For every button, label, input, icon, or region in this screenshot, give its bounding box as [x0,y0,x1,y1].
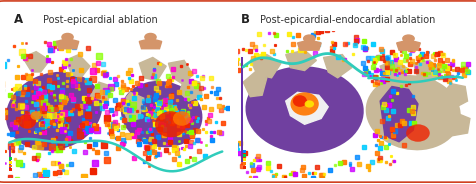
Polygon shape [379,60,407,84]
Bar [243,154,246,157]
Polygon shape [285,92,327,124]
Ellipse shape [405,124,429,142]
Ellipse shape [172,111,190,126]
Ellipse shape [18,114,36,129]
Circle shape [402,35,413,42]
Polygon shape [285,50,316,70]
Text: A: A [14,13,23,26]
Polygon shape [250,54,280,78]
Ellipse shape [30,111,42,120]
Circle shape [145,33,156,41]
Bar [9,146,11,168]
Polygon shape [23,52,50,72]
Bar [240,57,243,162]
Ellipse shape [304,100,313,108]
Circle shape [62,33,73,41]
Bar [9,161,12,164]
Polygon shape [243,72,266,97]
Bar [9,168,12,171]
Polygon shape [379,86,417,142]
Polygon shape [139,38,161,49]
Polygon shape [443,113,469,136]
Polygon shape [441,84,466,110]
Ellipse shape [245,66,363,153]
Circle shape [303,35,314,42]
Polygon shape [179,78,202,101]
Bar [9,164,12,167]
Ellipse shape [365,75,460,150]
Polygon shape [139,57,166,81]
Bar [243,150,246,153]
Text: Post-epicardial-endocardial ablation: Post-epicardial-endocardial ablation [259,15,434,25]
Text: Post-epicardial ablation: Post-epicardial ablation [43,15,157,25]
Bar [9,157,12,160]
Ellipse shape [6,72,102,151]
Polygon shape [396,40,419,50]
Bar [243,162,246,165]
Ellipse shape [290,92,318,116]
Polygon shape [297,40,320,50]
Bar [243,167,246,169]
Bar [243,158,246,161]
Polygon shape [121,92,143,121]
Polygon shape [323,54,351,78]
Ellipse shape [121,81,202,147]
Polygon shape [412,60,441,84]
Text: B: B [240,13,249,26]
Polygon shape [168,60,193,84]
Polygon shape [65,54,90,78]
Ellipse shape [155,111,186,137]
Ellipse shape [292,95,307,107]
Polygon shape [56,38,79,49]
Polygon shape [90,82,112,101]
